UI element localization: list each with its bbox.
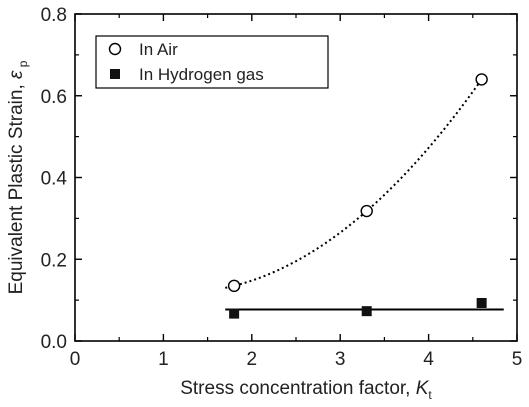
x-axis-label-subscript: t [428, 388, 432, 402]
series-1-point [476, 297, 487, 308]
legend-marker-0 [108, 42, 122, 56]
series-0-point [475, 73, 488, 86]
x-tick-label: 4 [423, 349, 434, 370]
x-axis-label: Stress concentration factor, Kt [180, 378, 432, 402]
x-axis-label-symbol: K [416, 378, 430, 399]
x-tick-label: 2 [247, 349, 258, 370]
series-0-point [227, 279, 241, 293]
x-tick-label: 5 [512, 349, 523, 370]
legend-label-0: In Air [139, 40, 178, 59]
plot-frame [74, 13, 518, 342]
y-axis-label-subscript: p [16, 60, 30, 70]
series-0-point [360, 204, 373, 218]
series-0-trend-curve [225, 76, 485, 289]
x-axis-label-text: Stress concentration factor, [180, 378, 416, 399]
legend: In Air In Hydrogen gas [95, 35, 329, 89]
y-tick-label: 0.6 [41, 87, 67, 108]
y-tick-label: 0.2 [41, 250, 67, 271]
labels-layer: 0 1 2 3 4 5 0.0 0.2 0.4 0.6 0.8 Stress concentratio… [6, 5, 522, 402]
marks-layer [227, 73, 488, 319]
legend-box [95, 35, 329, 89]
legend-label-1: In Hydrogen gas [139, 65, 264, 84]
y-tick-label: 0.0 [41, 332, 67, 353]
y-axis-label: Equivalent Plastic Strain, ε p [6, 60, 30, 294]
x-tick-label: 3 [335, 349, 346, 370]
series-1-point [229, 308, 240, 319]
y-axis-label-symbol: ε [6, 70, 27, 79]
y-tick-label: 0.8 [41, 5, 67, 26]
series-1-point [361, 306, 372, 317]
x-tick-label: 1 [158, 349, 169, 370]
y-tick-label: 0.4 [41, 169, 68, 190]
legend-marker-1 [110, 69, 120, 79]
y-axis-label-text: Equivalent Plastic Strain, [6, 79, 27, 294]
trend-layer [225, 76, 504, 311]
x-tick-label: 0 [70, 349, 81, 370]
